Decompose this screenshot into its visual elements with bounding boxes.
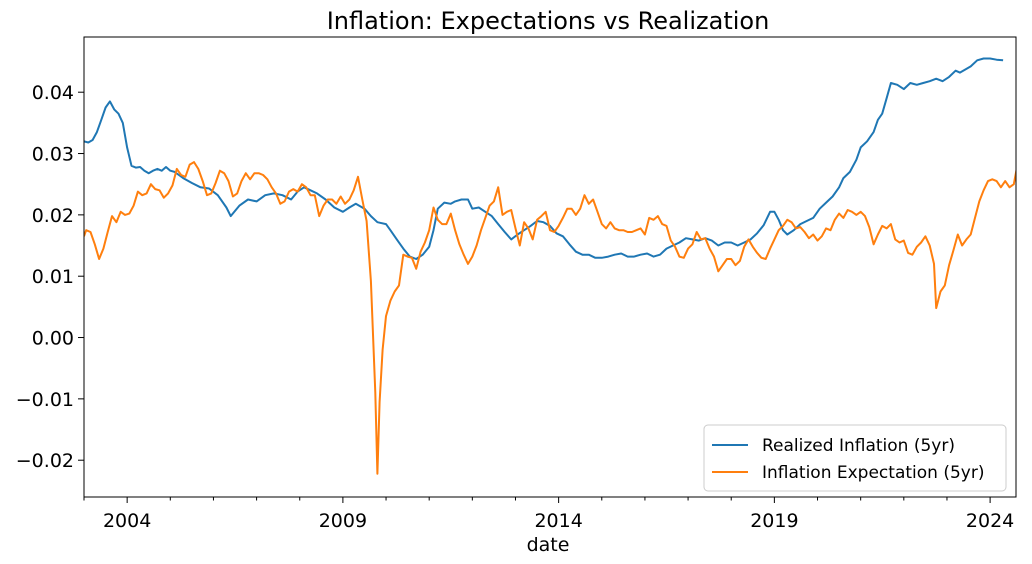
series-line-realized-inflation [84, 57, 1004, 260]
x-tick-label: 2019 [750, 510, 798, 532]
y-tick-label: 0.03 [32, 144, 74, 166]
legend-label-realized: Realized Inflation (5yr) [762, 436, 955, 456]
legend: Realized Inflation (5yr) Inflation Expec… [703, 424, 1007, 492]
y-tick-label: 0.01 [32, 266, 74, 288]
y-axis: 0.04 0.03 0.02 0.01 0.00 −0.01 −0.02 [16, 82, 84, 472]
plot-area [83, 36, 1017, 498]
y-tick-label: 0.04 [32, 82, 74, 104]
y-tick-label: −0.02 [16, 450, 74, 472]
y-tick-label: 0.02 [32, 205, 74, 227]
x-tick-label: 2004 [103, 510, 151, 532]
x-axis-label: date [527, 534, 570, 556]
chart-title: Inflation: Expectations vs Realization [327, 7, 770, 35]
y-tick-label: −0.01 [16, 389, 74, 411]
x-tick-label: 2024 [966, 510, 1014, 532]
y-tick-label: 0.00 [32, 328, 74, 350]
legend-label-expectation: Inflation Expectation (5yr) [762, 463, 984, 483]
x-tick-label: 2014 [534, 510, 582, 532]
series-line-inflation-expectation [84, 161, 1016, 475]
series-layer [84, 57, 1016, 475]
plot-frame [83, 36, 1017, 498]
x-tick-label: 2009 [319, 510, 367, 532]
plot-background [84, 37, 1016, 497]
x-axis: 2004 2009 2014 2019 2024 [83, 497, 1014, 532]
legend-box [703, 424, 1007, 492]
